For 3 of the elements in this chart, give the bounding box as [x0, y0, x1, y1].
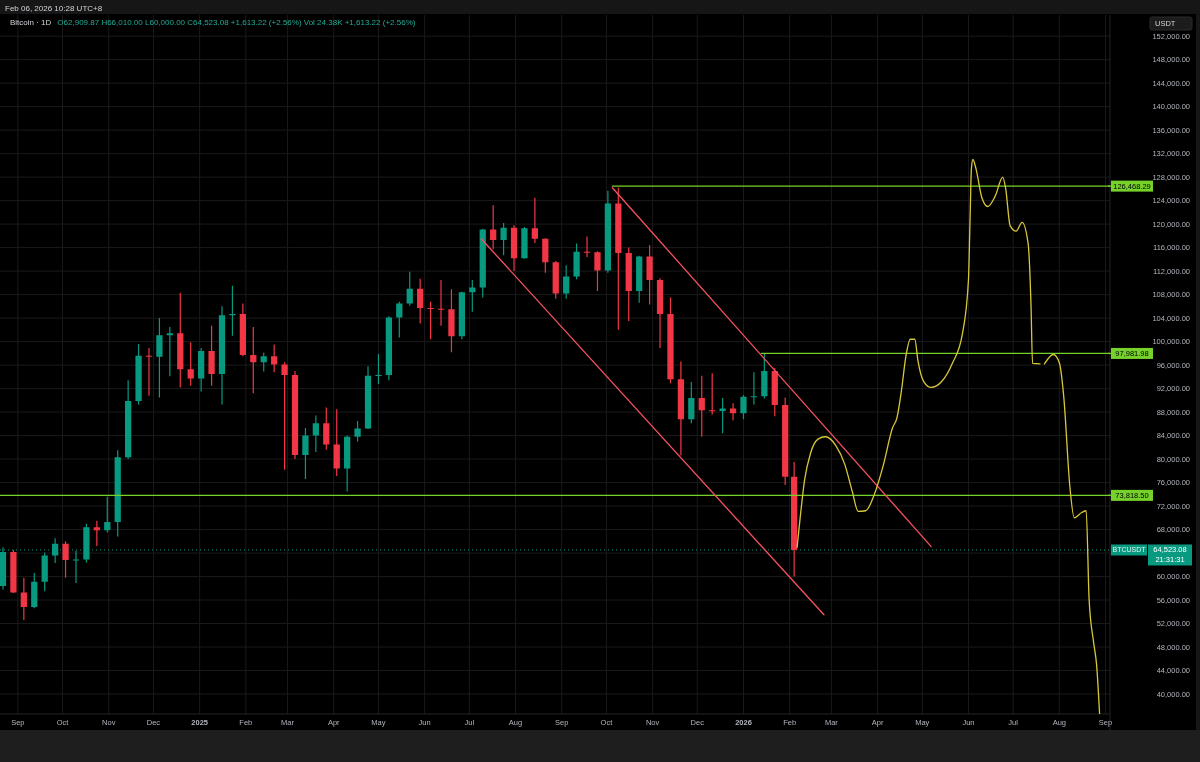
chart-title: Bitcoin · 1D — [10, 17, 52, 27]
text: Feb 06, 2026 10:28 UTC+8 — [5, 3, 103, 13]
chart-subtitle: O62,909.87 H66,010.00 L60,000.00 C64,523.08 +1,613.22 (+2.56%) Vol 24.38K +1,613.22 (+2.56%) — [57, 17, 416, 27]
